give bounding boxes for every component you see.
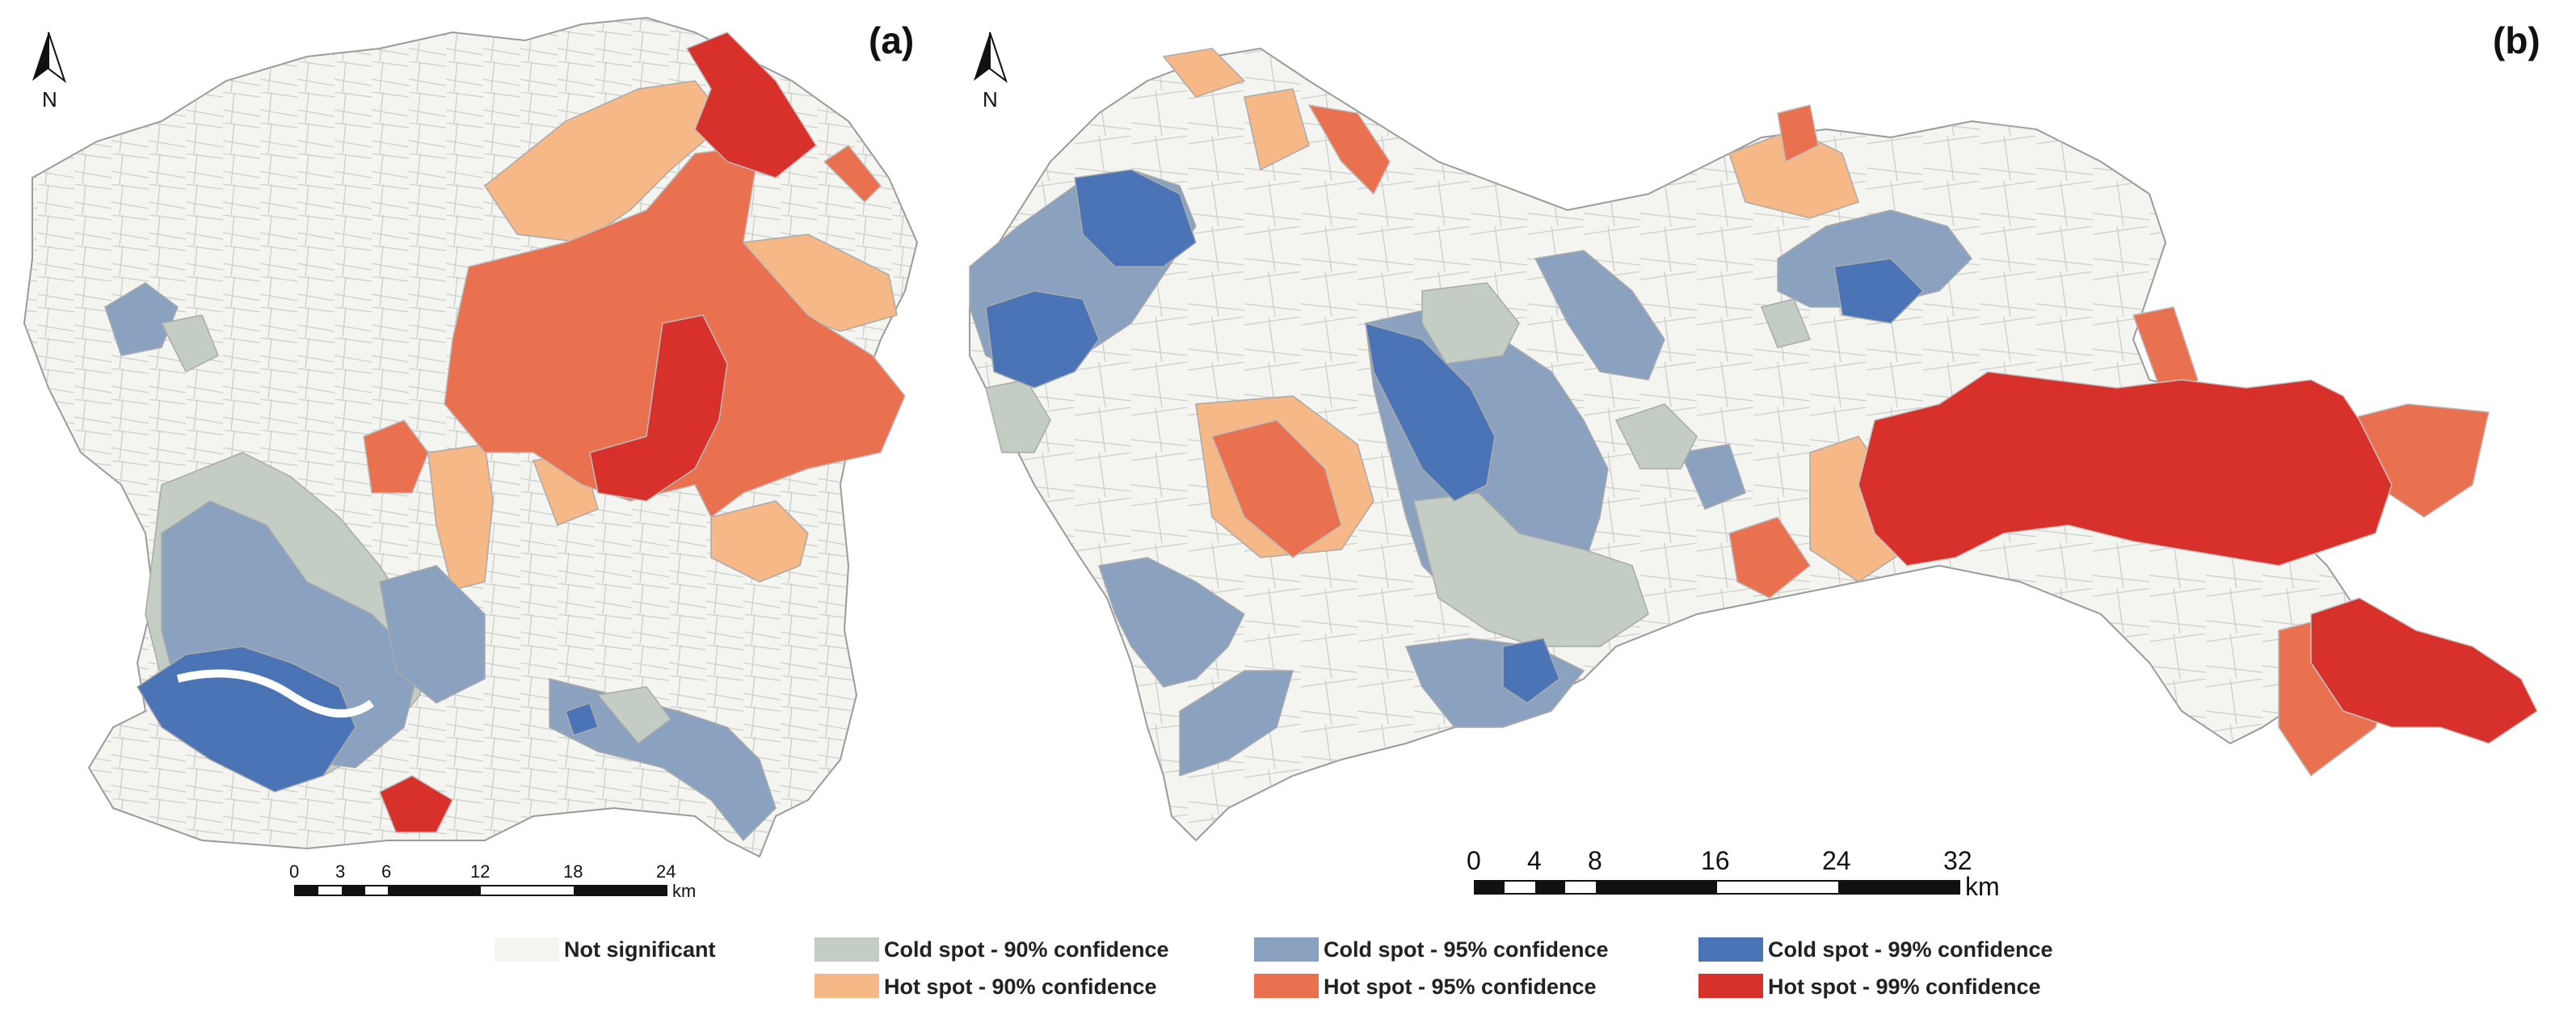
panel-a-hot90-north [483,80,729,243]
panel-a-north-label: N [42,87,57,112]
panel-b-cold90-south [1413,492,1649,647]
legend-swatch-cold95 [1254,937,1319,962]
panel-b-scale-tick: 32 [1943,846,1972,875]
panel-b-scale-tick: 4 [1527,846,1542,875]
legend-swatch-hot95 [1254,974,1319,998]
panel-a-river [176,669,374,718]
legend-label-hot90: Hot spot - 90% confidence [884,975,1157,999]
panel-b-cold95-central-east [1534,250,1665,381]
panel-a-scale-tick: 6 [381,861,391,882]
panel-b-cold99-south [1502,638,1560,704]
panel-a-cold99-southwest [136,646,356,793]
panel-a-scale-bar: 0 3 6 12 18 24 km [289,861,696,901]
panel-a-hot90-southeast [710,500,809,583]
panel-a-scale-tick: 12 [470,861,490,882]
panel-a-scale-tick: 24 [656,861,676,882]
panel-b-cold90-central [1421,282,1520,364]
panel-b-scale-tick: 16 [1701,846,1730,875]
panel-b-hot99-east-band [1858,371,2393,566]
legend-swatch-cold99 [1698,937,1763,962]
panel-a-scale-tick: 3 [335,861,345,882]
panel-b-hot99-southeast [2310,597,2538,744]
legend-label-cold95: Cold spot - 95% confidence [1324,937,1609,962]
legend-label-not-significant: Not significant [564,937,716,962]
panel-a-cold95-southeast [549,678,777,842]
panel-a-cold90-southeast [596,686,672,745]
panel-b-scale-tick: 0 [1467,846,1481,875]
panel-b-cold99-northwest [985,290,1100,389]
panel-b-scale-unit: km [1965,872,2000,901]
panel-a-cold99-southeast [565,702,599,736]
panel-b-cold99-north [1074,169,1197,267]
panel-a-scale-tick: 18 [563,861,583,882]
panel-b-scale-tick: 24 [1822,846,1851,875]
panel-a-hot99-central [589,314,728,502]
panel-a-cold90-west [160,314,219,373]
panel-a-hot99-north [685,32,817,179]
legend-label-cold99: Cold spot - 99% confidence [1768,937,2053,962]
panel-b-cold90-northeast [1760,298,1812,348]
panel-a-cold95-mid [379,565,486,704]
legend-label-cold90: Cold spot - 90% confidence [884,937,1169,962]
panel-b-cold95-east-small [1679,444,1746,510]
panel-b-hot95-northeast [1777,104,1819,163]
panel-a-map [23,16,919,858]
legend-swatch-cold90 [814,937,879,962]
panel-b-hot95-north [1307,104,1391,196]
panel-a-north-arrow: N [32,32,66,112]
legend-swatch-hot90 [814,974,879,998]
panel-a-hot95-west [363,419,429,494]
panel-b-cold90-east [1614,403,1698,469]
panel-b-scale-bar: 0 4 8 16 24 32 km [1467,846,2000,901]
panel-a-label: (a) [869,19,914,61]
panel-b-label: (b) [2493,19,2540,61]
panel-b-hot95-west [1210,419,1342,558]
panel-b-north-arrow: N [974,32,1008,112]
legend-swatch-hot99 [1698,974,1763,998]
panel-a-scale-tick: 0 [289,861,299,882]
panel-a-scale-unit: km [672,881,696,901]
legend: Not significant Cold spot - 90% confiden… [495,937,2053,999]
legend-swatch-not-significant [495,937,559,962]
panel-a-hot95-northeast [823,144,882,204]
legend-label-hot95: Hot spot - 95% confidence [1324,975,1597,999]
panel-b-hot95-east-strip [1728,516,1812,599]
panel-b-cold95-strip [1179,670,1294,777]
panel-b-north-label: N [983,87,998,112]
panel-b-map [969,47,2538,842]
panel-b-hot90-north2 [1244,88,1310,171]
panel-a-hot99-south [379,775,453,833]
panel-b-hot90-north [1162,48,1246,98]
panel-b-cold99-central [1365,322,1496,502]
panel-b-cold95-southwest [1098,557,1245,688]
legend-label-hot99: Hot spot - 99% confidence [1768,975,2041,999]
panel-b-scale-tick: 8 [1588,846,1602,875]
panel-b-cold99-northeast [1833,258,1925,324]
